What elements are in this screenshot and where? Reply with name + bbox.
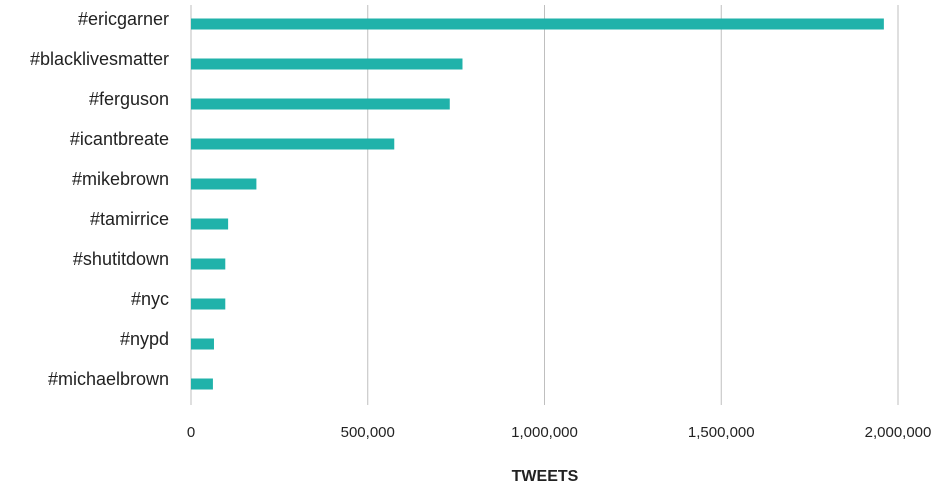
x-axis-tick-labels: 0 500,000 1,000,000 1,500,000 2,000,000	[187, 424, 932, 441]
gridlines	[190, 5, 899, 405]
bar	[191, 218, 229, 230]
category-label: #ericgarner	[78, 9, 169, 29]
category-label: #mikebrown	[72, 169, 169, 189]
bar	[191, 178, 257, 190]
x-tick-label: 2,000,000	[865, 424, 932, 441]
category-label: #icantbreate	[70, 129, 169, 149]
x-tick-label: 1,500,000	[688, 424, 755, 441]
bar	[191, 258, 226, 270]
bar	[191, 138, 395, 150]
category-label: #ferguson	[89, 89, 169, 109]
category-label: #tamirrice	[90, 209, 169, 229]
category-label: #shutitdown	[73, 249, 169, 269]
category-label: #michaelbrown	[48, 369, 169, 389]
x-axis-title: TWEETS	[512, 468, 579, 485]
x-tick-label: 500,000	[341, 424, 395, 441]
category-label: #nyc	[131, 289, 169, 309]
bars	[191, 18, 884, 390]
bar	[191, 58, 463, 70]
bar	[191, 18, 884, 30]
category-label: #blacklivesmatter	[30, 49, 169, 69]
x-tick-label: 0	[187, 424, 195, 441]
bar	[191, 298, 226, 310]
bar	[191, 378, 213, 390]
bar	[191, 98, 450, 110]
bar	[191, 338, 214, 350]
category-label: #nypd	[120, 329, 169, 349]
x-tick-label: 1,000,000	[511, 424, 578, 441]
category-labels: #ericgarner #blacklivesmatter #ferguson #ic…	[30, 9, 169, 389]
